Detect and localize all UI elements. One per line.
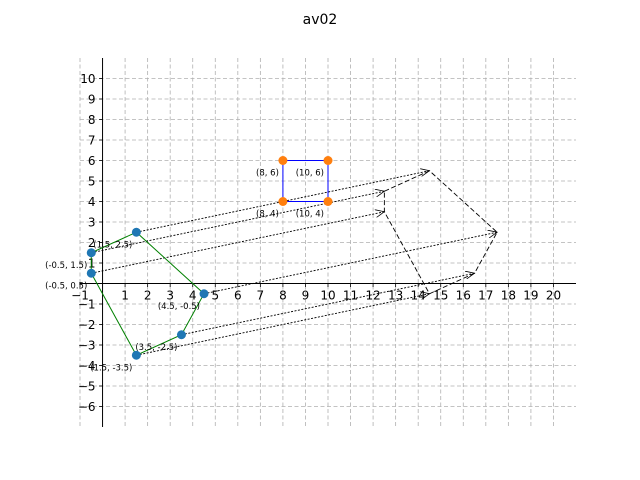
y-tick-label: −4 xyxy=(78,359,96,373)
point-label: (3.5, -2.5) xyxy=(135,343,177,353)
point-label: (10, 6) xyxy=(296,169,324,179)
x-tick-label: 18 xyxy=(501,289,516,303)
y-tick-label: −6 xyxy=(78,400,96,414)
point-label: (8, 6) xyxy=(256,169,279,179)
point-label: (-0.5, 1.5) xyxy=(45,261,87,271)
y-tick-label: 9 xyxy=(88,93,96,107)
x-tick-label: 17 xyxy=(478,289,493,303)
y-tick-label: −1 xyxy=(78,298,96,312)
arrow xyxy=(91,212,384,274)
x-tick-label: 20 xyxy=(546,289,561,303)
x-tick-label: 16 xyxy=(456,289,471,303)
blue-point xyxy=(131,227,141,237)
x-tick-label: 11 xyxy=(343,289,358,303)
orange-point xyxy=(323,197,333,206)
y-tick-label: 6 xyxy=(88,154,96,168)
point-label: (-0.5, 0.5) xyxy=(45,281,87,291)
point-label: (10, 4) xyxy=(296,210,324,220)
y-tick-label: −5 xyxy=(78,380,96,394)
orange-point xyxy=(323,156,333,165)
x-tick-label: 3 xyxy=(166,289,174,303)
blue-point xyxy=(176,330,186,340)
point-label: (1.5, 2.5) xyxy=(93,240,132,250)
x-tick-label: 19 xyxy=(523,289,538,303)
x-tick-label: 15 xyxy=(433,289,448,303)
y-tick-label: 8 xyxy=(88,113,96,127)
x-tick-label: 9 xyxy=(302,289,310,303)
x-tick-label: 2 xyxy=(144,289,152,303)
gridlines xyxy=(79,58,576,427)
blue-point xyxy=(86,268,96,278)
x-tick-label: 5 xyxy=(211,289,219,303)
arrow xyxy=(136,171,429,233)
blue-point xyxy=(199,289,209,299)
y-tick-label: 10 xyxy=(80,72,95,86)
blue-point xyxy=(131,350,141,360)
x-tick-label: 1 xyxy=(121,289,129,303)
x-tick-label: 14 xyxy=(411,289,426,303)
arrow xyxy=(181,273,474,336)
orange-point xyxy=(278,197,288,206)
dashed-polygon-shape xyxy=(383,170,498,295)
x-tick-labels: −1 1 2 3 4 5 6 7 8 9 10 11 12 13 14 15 16 17 18 19 20 xyxy=(71,289,561,303)
x-tick-label: 12 xyxy=(365,289,380,303)
x-tick-label: 7 xyxy=(257,289,265,303)
y-tick-label: 2 xyxy=(88,236,96,250)
x-tick-label: 13 xyxy=(388,289,403,303)
arrow xyxy=(91,191,384,254)
dashed-polygon xyxy=(383,170,498,295)
x-tick-label: 8 xyxy=(279,289,287,303)
arrow xyxy=(203,232,497,295)
y-tick-label: 5 xyxy=(88,175,96,189)
x-tick-label: 4 xyxy=(189,289,197,303)
y-tick-label: 4 xyxy=(88,195,96,209)
x-tick-label: 10 xyxy=(320,289,335,303)
arrows xyxy=(91,171,497,356)
arrow xyxy=(136,294,429,356)
point-labels: (1.5, 2.5) (-0.5, 1.5) (-0.5, 0.5) (4.5, -0… xyxy=(45,169,324,374)
chart-title: av02 xyxy=(303,12,338,28)
blue-point xyxy=(86,248,96,258)
x-tick-label: 6 xyxy=(234,289,242,303)
orange-point xyxy=(278,156,288,165)
point-label: (8, 4) xyxy=(256,210,279,220)
x-tick-label: −1 xyxy=(71,289,89,303)
y-tick-label: −2 xyxy=(78,318,96,332)
point-label: (1.5, -3.5) xyxy=(90,363,132,373)
y-tick-label: −3 xyxy=(78,339,96,353)
data-points xyxy=(86,156,333,360)
y-tick-label: 7 xyxy=(88,134,96,148)
y-tick-label: 3 xyxy=(88,216,96,230)
point-label: (4.5, -0.5) xyxy=(158,302,200,312)
